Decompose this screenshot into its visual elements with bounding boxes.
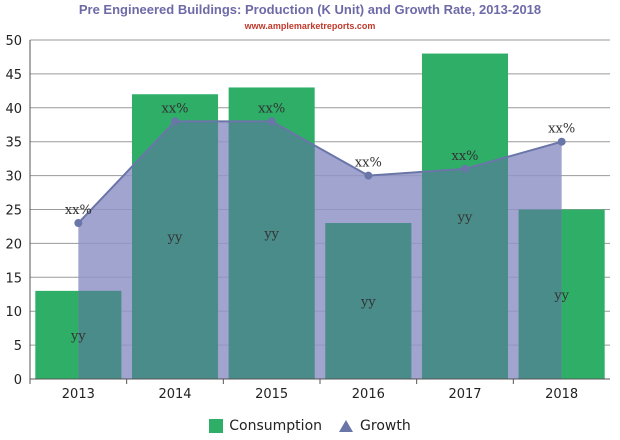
x-tick-label-2016: 2016 — [352, 387, 385, 402]
legend: Consumption Growth — [0, 418, 620, 434]
y-tick-label-25: 25 — [5, 204, 22, 219]
growth-label-2014: xx% — [161, 101, 188, 116]
legend-swatch-consumption — [209, 419, 224, 433]
x-tick-label-2018: 2018 — [545, 387, 578, 402]
bar-label-2014: yy — [167, 231, 183, 246]
y-tick-label-15: 15 — [5, 271, 22, 286]
y-tick-label-20: 20 — [5, 237, 22, 252]
growth-label-2017: xx% — [451, 149, 478, 164]
bar-overlap-2018 — [518, 209, 562, 379]
growth-point-2013 — [74, 219, 83, 228]
legend-item-consumption[interactable]: Consumption — [209, 418, 322, 434]
bar-label-2013: yy — [70, 329, 86, 344]
x-tick-label-2014: 2014 — [158, 387, 191, 402]
growth-label-2015: xx% — [258, 101, 285, 116]
growth-label-2013: xx% — [65, 203, 92, 218]
legend-item-growth[interactable]: Growth — [338, 418, 411, 434]
x-tick-label-2017: 2017 — [448, 387, 481, 402]
legend-label-growth: Growth — [360, 418, 411, 434]
x-tick-label-2013: 2013 — [62, 387, 95, 402]
y-tick-label-35: 35 — [5, 136, 22, 151]
y-tick-label-45: 45 — [5, 68, 22, 83]
legend-label-consumption: Consumption — [229, 418, 323, 434]
growth-label-2016: xx% — [355, 156, 382, 171]
data-labels: xx% xx% xx% xx% xx% xx% yy yy yy yy yy yy — [65, 101, 575, 344]
y-tick-label-5: 5 — [14, 339, 22, 354]
chart-title: Pre Engineered Buildings: Production (K … — [78, 2, 542, 17]
y-tick-label-50: 50 — [5, 34, 22, 49]
growth-label-2018: xx% — [548, 122, 575, 137]
bar-overlap-2013 — [78, 290, 122, 379]
x-tick-label-2015: 2015 — [255, 387, 288, 402]
growth-line — [74, 117, 566, 228]
legend-swatch-growth — [339, 420, 354, 432]
growth-point-2018 — [557, 137, 566, 146]
bar-label-2017: yy — [457, 210, 473, 225]
growth-point-2017 — [461, 164, 469, 173]
bar-overlap-2016 — [325, 223, 412, 379]
bar-label-2015: yy — [263, 227, 279, 242]
growth-point-2014 — [171, 117, 179, 126]
bar-overlap-2015 — [228, 121, 315, 380]
y-tick-label-10: 10 — [5, 305, 22, 320]
bar-label-2018: yy — [553, 288, 569, 303]
growth-point-2016 — [364, 171, 373, 180]
y-tick-label-30: 30 — [5, 170, 22, 185]
y-tick-label-0: 0 — [14, 373, 22, 388]
bar-label-2016: yy — [360, 295, 376, 310]
axes: 0 5 10 15 20 25 30 35 40 45 50 2013 2014 2015 2016 2017… — [5, 34, 610, 402]
growth-polyline — [77, 120, 562, 224]
chart-source: www.amplemarketreports.com — [244, 21, 376, 31]
bar-overlap-2014 — [131, 121, 219, 380]
growth-point-2015 — [267, 117, 276, 126]
y-tick-label-40: 40 — [5, 102, 22, 117]
